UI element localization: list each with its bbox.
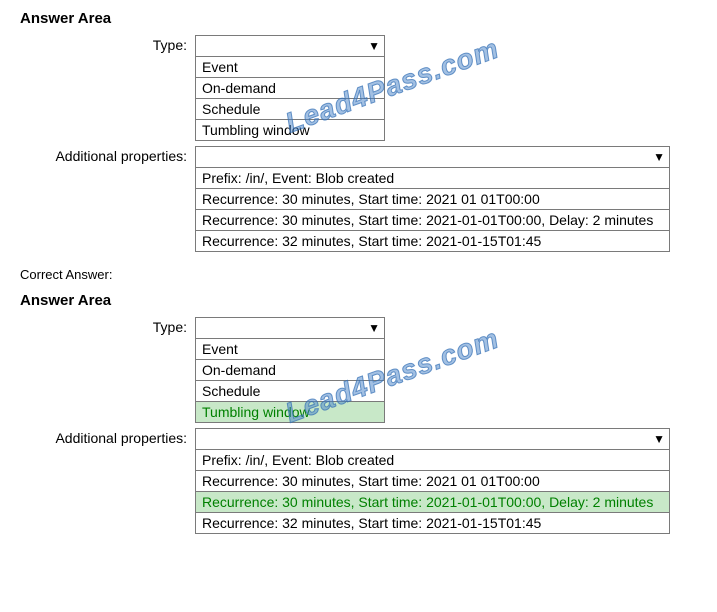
chevron-down-icon: ▼ bbox=[368, 39, 380, 53]
type-option[interactable]: Schedule bbox=[196, 99, 384, 120]
type-field-group: ▼ Event On-demand Schedule Tumbling wind… bbox=[195, 317, 385, 423]
type-option[interactable]: On-demand bbox=[196, 78, 384, 99]
type-option[interactable]: Tumbling window bbox=[196, 120, 384, 140]
props-option[interactable]: Recurrence: 30 minutes, Start time: 2021… bbox=[196, 471, 669, 492]
type-label: Type: bbox=[20, 317, 195, 335]
props-option[interactable]: Recurrence: 30 minutes, Start time: 2021… bbox=[196, 210, 669, 231]
props-dropdown[interactable]: ▼ bbox=[195, 146, 670, 168]
area-title: Answer Area bbox=[20, 10, 697, 27]
chevron-down-icon: ▼ bbox=[368, 321, 380, 335]
props-field-row: Additional properties: ▼ Prefix: /in/, E… bbox=[20, 146, 697, 252]
props-dropdown[interactable]: ▼ bbox=[195, 428, 670, 450]
type-options-list: Event On-demand Schedule Tumbling window bbox=[195, 338, 385, 423]
type-option[interactable]: Tumbling window bbox=[196, 402, 384, 422]
type-option[interactable]: Event bbox=[196, 339, 384, 360]
props-field-group: ▼ Prefix: /in/, Event: Blob created Recu… bbox=[195, 428, 670, 534]
props-option[interactable]: Prefix: /in/, Event: Blob created bbox=[196, 450, 669, 471]
page-container: Lead4Pass.com Lead4Pass.com Answer Area … bbox=[20, 10, 697, 534]
type-dropdown[interactable]: ▼ bbox=[195, 317, 385, 339]
type-field-row: Type: ▼ Event On-demand Schedule Tumblin… bbox=[20, 317, 697, 423]
props-label: Additional properties: bbox=[20, 428, 195, 446]
type-option[interactable]: Schedule bbox=[196, 381, 384, 402]
area-title: Answer Area bbox=[20, 292, 697, 309]
type-field-row: Type: ▼ Event On-demand Schedule Tumblin… bbox=[20, 35, 697, 141]
chevron-down-icon: ▼ bbox=[653, 432, 665, 446]
props-field-row: Additional properties: ▼ Prefix: /in/, E… bbox=[20, 428, 697, 534]
type-label: Type: bbox=[20, 35, 195, 53]
props-option[interactable]: Recurrence: 32 minutes, Start time: 2021… bbox=[196, 231, 669, 251]
answer-area-question: Answer Area Type: ▼ Event On-demand Sche… bbox=[20, 10, 697, 252]
props-options-list: Prefix: /in/, Event: Blob created Recurr… bbox=[195, 167, 670, 252]
props-option[interactable]: Prefix: /in/, Event: Blob created bbox=[196, 168, 669, 189]
props-field-group: ▼ Prefix: /in/, Event: Blob created Recu… bbox=[195, 146, 670, 252]
type-dropdown[interactable]: ▼ bbox=[195, 35, 385, 57]
props-options-list: Prefix: /in/, Event: Blob created Recurr… bbox=[195, 449, 670, 534]
type-option[interactable]: On-demand bbox=[196, 360, 384, 381]
type-option[interactable]: Event bbox=[196, 57, 384, 78]
chevron-down-icon: ▼ bbox=[653, 150, 665, 164]
correct-answer-label: Correct Answer: bbox=[20, 267, 697, 282]
answer-area-correct: Answer Area Type: ▼ Event On-demand Sche… bbox=[20, 292, 697, 534]
props-option[interactable]: Recurrence: 32 minutes, Start time: 2021… bbox=[196, 513, 669, 533]
props-option[interactable]: Recurrence: 30 minutes, Start time: 2021… bbox=[196, 189, 669, 210]
type-field-group: ▼ Event On-demand Schedule Tumbling wind… bbox=[195, 35, 385, 141]
type-options-list: Event On-demand Schedule Tumbling window bbox=[195, 56, 385, 141]
props-label: Additional properties: bbox=[20, 146, 195, 164]
props-option[interactable]: Recurrence: 30 minutes, Start time: 2021… bbox=[196, 492, 669, 513]
